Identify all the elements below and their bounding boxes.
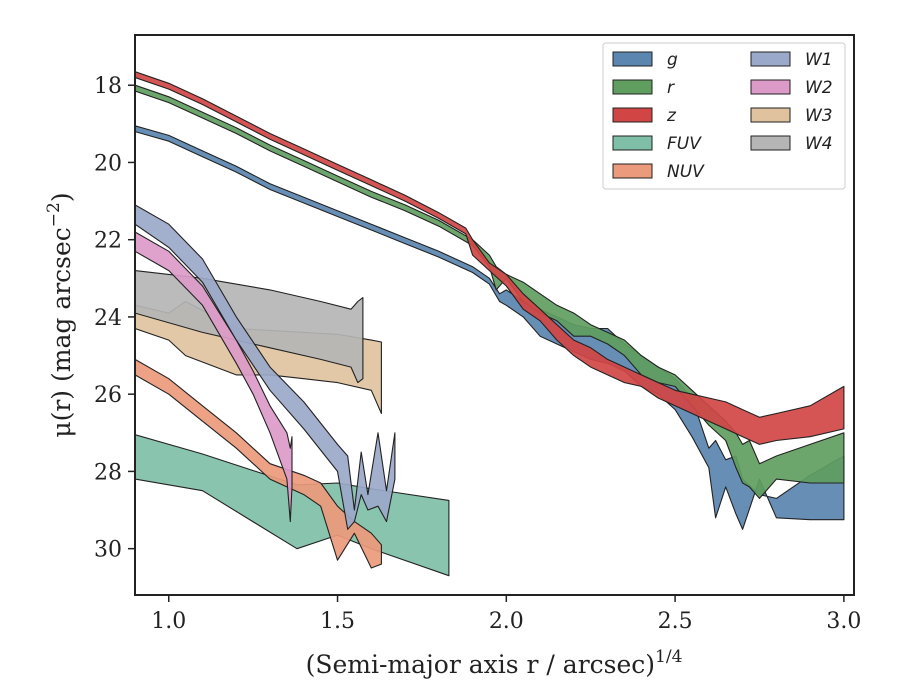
y-tick-label: 22 [94,229,122,254]
y-tick-label: 24 [94,306,122,331]
legend-swatch-nuv [612,163,653,179]
series-bands [135,71,845,577]
x-axis-label: (Semi-major axis r / arcsec)1/4 [306,647,683,679]
band-nuv [135,358,382,569]
x-tick-label: 1.0 [151,609,186,634]
band-w1 [135,204,396,530]
y-tick-label: 26 [94,383,122,408]
axis-ticks: 1.0 1.5 2.0 2.5 3.0 18 20 22 24 26 28 30 [94,74,861,634]
legend-label-r: r [667,78,675,98]
legend-swatch-w4 [750,135,791,151]
legend-swatch-w2 [750,79,791,95]
y-tick-label: 28 [94,460,122,485]
plot-frame [134,34,855,596]
legend-label-fuv: FUV [667,134,702,154]
y-tick-label: 18 [94,74,122,99]
x-tick-label: 3.0 [826,609,861,634]
legend-swatch-z [612,107,653,123]
legend-swatch-r [612,79,653,95]
legend-label-z: z [666,106,677,126]
legend-swatch-w1 [750,51,791,67]
legend-label-w3: W3 [805,106,833,126]
legend-label-w2: W2 [805,78,833,98]
legend-label-nuv: NUV [667,162,705,182]
legend: grz FUV NUV W1 W2 W3 W4 [602,42,846,190]
x-tick-label: 2.0 [489,609,524,634]
y-axis-label: μ(r) (mag arcsec−2) [44,192,76,437]
y-tick-label: 30 [94,538,122,563]
band-z [135,71,845,445]
y-tick-label: 20 [94,151,122,176]
legend-swatch-fuv [612,135,653,151]
band-g [135,125,845,530]
x-tick-label: 2.5 [658,609,693,634]
legend-swatch-g [612,51,653,67]
legend-label-g: g [667,50,678,70]
legend-label-w4: W4 [805,134,833,154]
legend-swatch-w3 [750,107,791,123]
x-tick-label: 1.5 [320,609,355,634]
legend-label-w1: W1 [805,50,833,70]
